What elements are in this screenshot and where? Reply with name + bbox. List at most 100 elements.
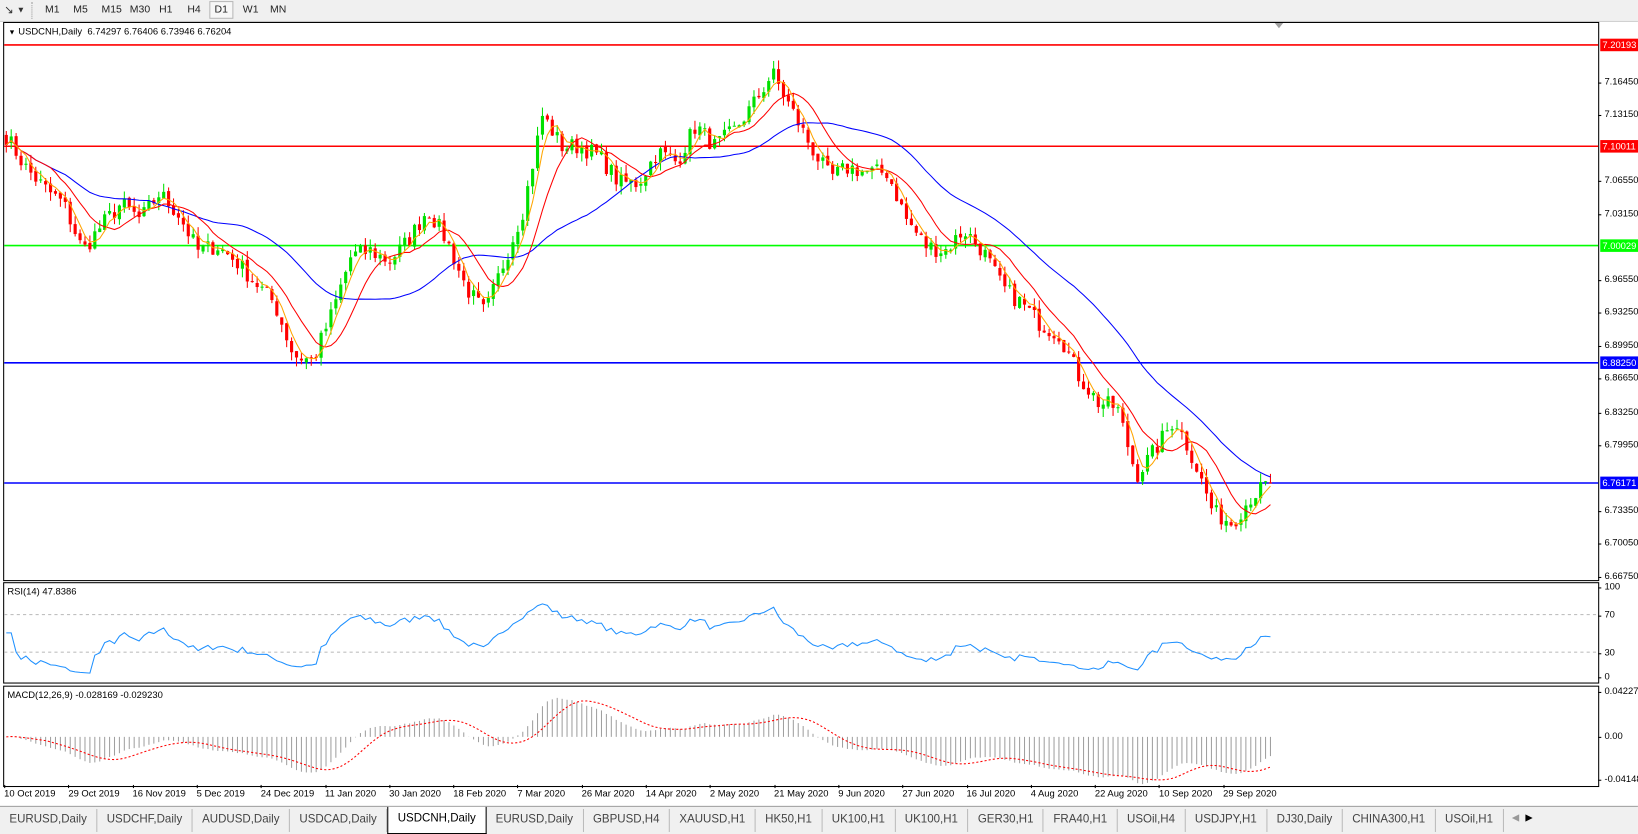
candle-body [58, 192, 62, 199]
candle-body [250, 281, 254, 283]
tab-usdchf-daily[interactable]: USDCHF,Daily [97, 808, 193, 832]
candle-body [958, 233, 963, 238]
tab-usdcad-daily[interactable]: USDCAD,Daily [290, 808, 388, 832]
candle-body [629, 179, 633, 183]
candle-body [1081, 381, 1086, 390]
candle-body [806, 129, 810, 143]
candle-body [545, 115, 549, 120]
rsi-tick-label: 30 [1598, 646, 1615, 658]
main-chart-window[interactable] [3, 21, 1600, 582]
candle-body [855, 167, 859, 177]
candle-body [565, 148, 569, 152]
tab-uk100-h1[interactable]: UK100,H1 [822, 808, 896, 832]
tab-gbpusd-h4[interactable]: GBPUSD,H4 [584, 808, 670, 832]
tab-xauusd-h1[interactable]: XAUUSD,H1 [670, 808, 756, 832]
candle-body [1072, 354, 1076, 357]
candle-body [535, 135, 540, 169]
timeframe-h1[interactable]: H1 [159, 4, 173, 16]
candle-body [462, 270, 466, 281]
tab-usoil-h1[interactable]: USOil,H1 [1436, 808, 1504, 832]
candle-body [290, 341, 294, 353]
candle-body [112, 212, 117, 218]
date-axis-label: 16 Nov 2019 [132, 784, 186, 799]
rsi-window[interactable] [3, 582, 1600, 684]
tab-audusd-daily[interactable]: AUDUSD,Daily [193, 808, 290, 832]
macd-window[interactable] [3, 685, 1600, 788]
candle-body [663, 146, 667, 153]
candle-body [939, 253, 943, 257]
timeframe-m5[interactable]: M5 [73, 4, 88, 16]
ohlc-values: 6.74297 6.76406 6.73946 6.76204 [87, 26, 232, 37]
candle-body [403, 237, 407, 246]
candle-body [4, 134, 8, 145]
timeframe-m1[interactable]: M1 [45, 4, 60, 16]
candle-body [717, 136, 722, 138]
date-axis-label: 5 Dec 2019 [196, 784, 245, 799]
tab-uk100-h1[interactable]: UK100,H1 [895, 808, 969, 832]
candle-body [840, 163, 845, 168]
candle-body [757, 95, 761, 98]
tabs-scroll-left-icon[interactable]: ◀ [1511, 812, 1520, 823]
timeframe-h4[interactable]: H4 [187, 4, 201, 16]
candle-body [521, 219, 525, 231]
price-tick-label: 6.93250 [1598, 306, 1638, 318]
macd-tick-label: -0.04148 [1598, 773, 1638, 784]
candle-body [1121, 407, 1125, 423]
candle-body [781, 82, 786, 97]
dropdown-arrow-icon[interactable]: ▼ [16, 5, 26, 15]
candle-body [1185, 431, 1189, 451]
date-axis-label: 21 May 2020 [774, 784, 829, 799]
candle-body [929, 242, 933, 250]
candle-body [895, 183, 899, 202]
tabs-scroll-right-icon[interactable]: ▶ [1525, 812, 1533, 823]
timeframe-mn[interactable]: MN [270, 4, 287, 16]
title-dropdown-icon[interactable]: ▼ [8, 29, 16, 37]
candle-body [1086, 387, 1091, 395]
candle-body [1150, 445, 1154, 457]
candle-body [334, 299, 338, 309]
candle-body [221, 249, 225, 252]
candle-body [412, 224, 417, 247]
timeframe-d1[interactable]: D1 [209, 1, 234, 19]
candle-body [531, 168, 535, 187]
candle-body [742, 121, 746, 126]
tab-eurusd-daily[interactable]: EURUSD,Daily [486, 808, 584, 832]
candle-body [599, 151, 604, 155]
tab-usoil-h4[interactable]: USOil,H4 [1118, 808, 1186, 832]
candle-body [93, 231, 97, 249]
candle-body [353, 251, 358, 257]
candle-body [1195, 463, 1199, 472]
timeframe-w1[interactable]: W1 [242, 4, 259, 16]
candle-body [1214, 505, 1218, 508]
candle-body [727, 126, 731, 130]
tab-fra40-h1[interactable]: FRA40,H1 [1044, 808, 1118, 832]
candle-body [1165, 430, 1169, 432]
date-axis-label: 16 Jul 2020 [966, 784, 1016, 799]
timeframe-m15[interactable]: M15 [101, 4, 122, 16]
tab-eurusd-daily[interactable]: EURUSD,Daily [0, 808, 98, 832]
moving-average-short [5, 80, 1271, 525]
line-studies-icon[interactable]: ↘ [4, 4, 14, 17]
candle-body [9, 136, 13, 144]
tab-ger30-h1[interactable]: GER30,H1 [968, 808, 1044, 832]
candle-body [299, 358, 303, 361]
candle-body [63, 197, 67, 202]
tab-usdcnh-daily[interactable]: USDCNH,Daily [387, 806, 487, 834]
toolbar-grip [31, 2, 33, 19]
level-price-label: 7.00029 [1600, 239, 1638, 252]
timeframe-m30[interactable]: M30 [129, 4, 151, 16]
candle-body [1145, 454, 1150, 472]
date-axis-label: 14 Apr 2020 [645, 784, 697, 799]
tab-hk50-h1[interactable]: HK50,H1 [756, 808, 823, 832]
price-tick-label: 6.96550 [1598, 273, 1638, 285]
price-tick-label: 7.16450 [1598, 75, 1638, 87]
candle-body [329, 309, 333, 328]
tab-dj30-daily[interactable]: DJ30,Daily [1267, 808, 1343, 832]
candle-body [594, 144, 599, 153]
tab-usdjpy-h1[interactable]: USDJPY,H1 [1185, 808, 1268, 832]
candle-body [1249, 504, 1253, 508]
tab-china300-h1[interactable]: CHINA300,H1 [1343, 808, 1436, 832]
level-price-label: 7.20193 [1600, 38, 1638, 52]
candle-body [752, 96, 756, 108]
date-axis-label: 24 Dec 2019 [260, 784, 315, 799]
